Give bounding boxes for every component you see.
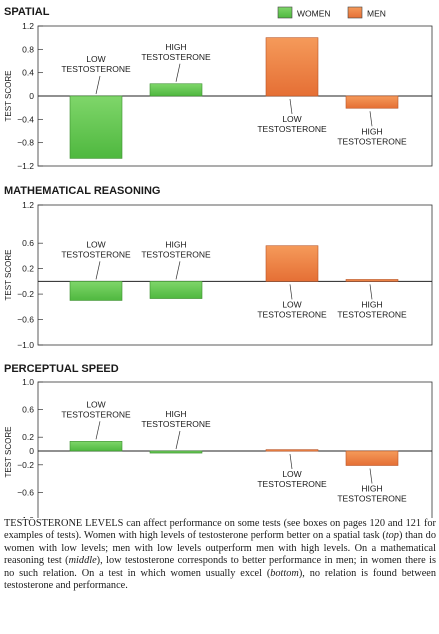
bar-label-leader <box>289 98 293 115</box>
bar-label-level: HIGH <box>361 126 382 136</box>
bar-label-leader <box>175 63 181 82</box>
bar-label-hormone: TESTOSTERONE <box>337 493 407 503</box>
bar-women-low-testosterone <box>69 441 123 452</box>
caption-emphasis-bottom: bottom <box>270 567 299 579</box>
caption-emphasis-middle: middle <box>68 555 97 567</box>
bar-label-hormone: TESTOSTERONE <box>141 419 211 429</box>
bar-women-high-testosterone <box>149 281 203 299</box>
bar-label-leader <box>175 261 181 280</box>
bar-label-leader <box>95 421 101 440</box>
bar-men-low-testosterone <box>265 245 319 282</box>
y-axis-label: TEST SCORE <box>4 250 13 301</box>
bar-label-level: HIGH <box>165 42 186 52</box>
caption-emphasis-top: top <box>385 530 399 542</box>
bar-label-level: HIGH <box>361 299 382 309</box>
bar-label-level: LOW <box>86 239 105 249</box>
bar-label-level: LOW <box>282 114 301 124</box>
testosterone-figure: WOMEN MEN SPATIAL TEST SCORE 1.2 0.8 0.4 0 −0.4… <box>4 6 433 518</box>
legend-swatch-men <box>347 6 363 19</box>
bar-label-level: LOW <box>86 399 105 409</box>
bar-women-low-testosterone <box>69 95 123 159</box>
y-tick-label: −0.2 <box>17 460 34 470</box>
panel-perceptual-speed: PERCEPTUAL SPEED TEST SCORE 1.0 0.6 0.2 0 −0.2… <box>4 363 433 518</box>
bar-label-level: HIGH <box>361 483 382 493</box>
bar-label-hormone: TESTOSTERONE <box>61 249 131 259</box>
bar-label-hormone: TESTOSTERONE <box>257 309 327 319</box>
bar-label-level: LOW <box>282 299 301 309</box>
figure-caption: TESTOSTERONE LEVELS can affect performan… <box>4 518 436 592</box>
bar-men-high-testosterone <box>345 95 399 109</box>
bar-women-low-testosterone <box>69 281 123 301</box>
bar-label-leader <box>175 430 181 450</box>
bar-label-hormone: TESTOSTERONE <box>61 409 131 419</box>
bar-men-low-testosterone <box>265 37 319 97</box>
y-tick-label: −0.2 <box>17 289 34 299</box>
y-tick-label: 0 <box>29 446 34 456</box>
bar-label-hormone: TESTOSTERONE <box>141 52 211 62</box>
plot-frame <box>37 204 433 346</box>
y-axis-label: TEST SCORE <box>4 427 13 478</box>
legend-swatch-women <box>277 6 293 19</box>
bar-men-high-testosterone <box>345 450 399 466</box>
y-tick-label: −1.2 <box>17 161 34 171</box>
bar-label-leader <box>369 284 373 300</box>
bar-label-leader <box>369 468 373 484</box>
panel-mathematical-reasoning: MATHEMATICAL REASONING TEST SCORE 1.2 0.6 0.… <box>4 185 433 350</box>
bar-label-hormone: TESTOSTERONE <box>257 479 327 489</box>
y-tick-label: 1.2 <box>22 21 34 31</box>
bar-label-hormone: TESTOSTERONE <box>337 309 407 319</box>
y-tick-label: 0 <box>29 91 34 101</box>
y-tick-label: −0.6 <box>17 315 34 325</box>
bar-label-level: LOW <box>86 54 105 64</box>
bar-label-leader <box>95 261 101 280</box>
bar-men-low-testosterone <box>265 449 319 452</box>
y-tick-label: 0.2 <box>22 432 34 442</box>
panel-spatial: SPATIAL TEST SCORE 1.2 0.8 0.4 0 −0.4 −0.8 −1.2 L… <box>4 6 433 171</box>
bar-label-leader <box>369 111 373 127</box>
caption-part-2: ) than do women with low levels; men wit… <box>4 530 436 567</box>
y-tick-label: 0.8 <box>22 44 34 54</box>
panel-title: SPATIAL <box>4 6 50 18</box>
panel-title: MATHEMATICAL REASONING <box>4 185 160 197</box>
caption-part-4: ), no relation is found between testoste… <box>4 567 436 592</box>
y-tick-label: −0.6 <box>17 487 34 497</box>
bar-label-level: HIGH <box>165 409 186 419</box>
bar-label-level: HIGH <box>165 239 186 249</box>
legend-label-men: MEN <box>367 9 386 19</box>
y-tick-label: 0.6 <box>22 238 34 248</box>
bar-women-high-testosterone <box>149 83 203 97</box>
caption-part-3: ), low testosterone corresponds to bette… <box>4 555 436 579</box>
bar-label-leader <box>289 284 293 300</box>
bar-label-leader <box>95 75 101 95</box>
y-tick-label: 0.6 <box>22 405 34 415</box>
bar-label-hormone: TESTOSTERONE <box>61 64 131 74</box>
bar-label-hormone: TESTOSTERONE <box>337 136 407 146</box>
y-tick-label: −1.0 <box>17 340 34 350</box>
bar-label-leader <box>289 453 293 470</box>
y-tick-label: 1.2 <box>22 200 34 210</box>
bar-men-high-testosterone <box>345 279 399 282</box>
y-tick-label: −1.0 <box>17 515 34 518</box>
bar-label-hormone: TESTOSTERONE <box>141 249 211 259</box>
y-tick-label: 0.2 <box>22 264 34 274</box>
y-axis-label: TEST SCORE <box>4 71 13 122</box>
y-tick-label: −0.8 <box>17 138 34 148</box>
bar-label-hormone: TESTOSTERONE <box>257 124 327 134</box>
legend-label-women: WOMEN <box>297 9 331 19</box>
panel-title: PERCEPTUAL SPEED <box>4 363 119 375</box>
y-tick-label: −0.4 <box>17 114 34 124</box>
bar-women-high-testosterone <box>149 450 203 454</box>
bar-label-level: LOW <box>282 469 301 479</box>
caption-part-1: TESTOSTERONE LEVELS can affect performan… <box>4 518 436 542</box>
y-tick-label: 1.0 <box>22 377 34 387</box>
y-tick-label: 0.4 <box>22 68 34 78</box>
legend: WOMEN MEN <box>277 6 386 19</box>
